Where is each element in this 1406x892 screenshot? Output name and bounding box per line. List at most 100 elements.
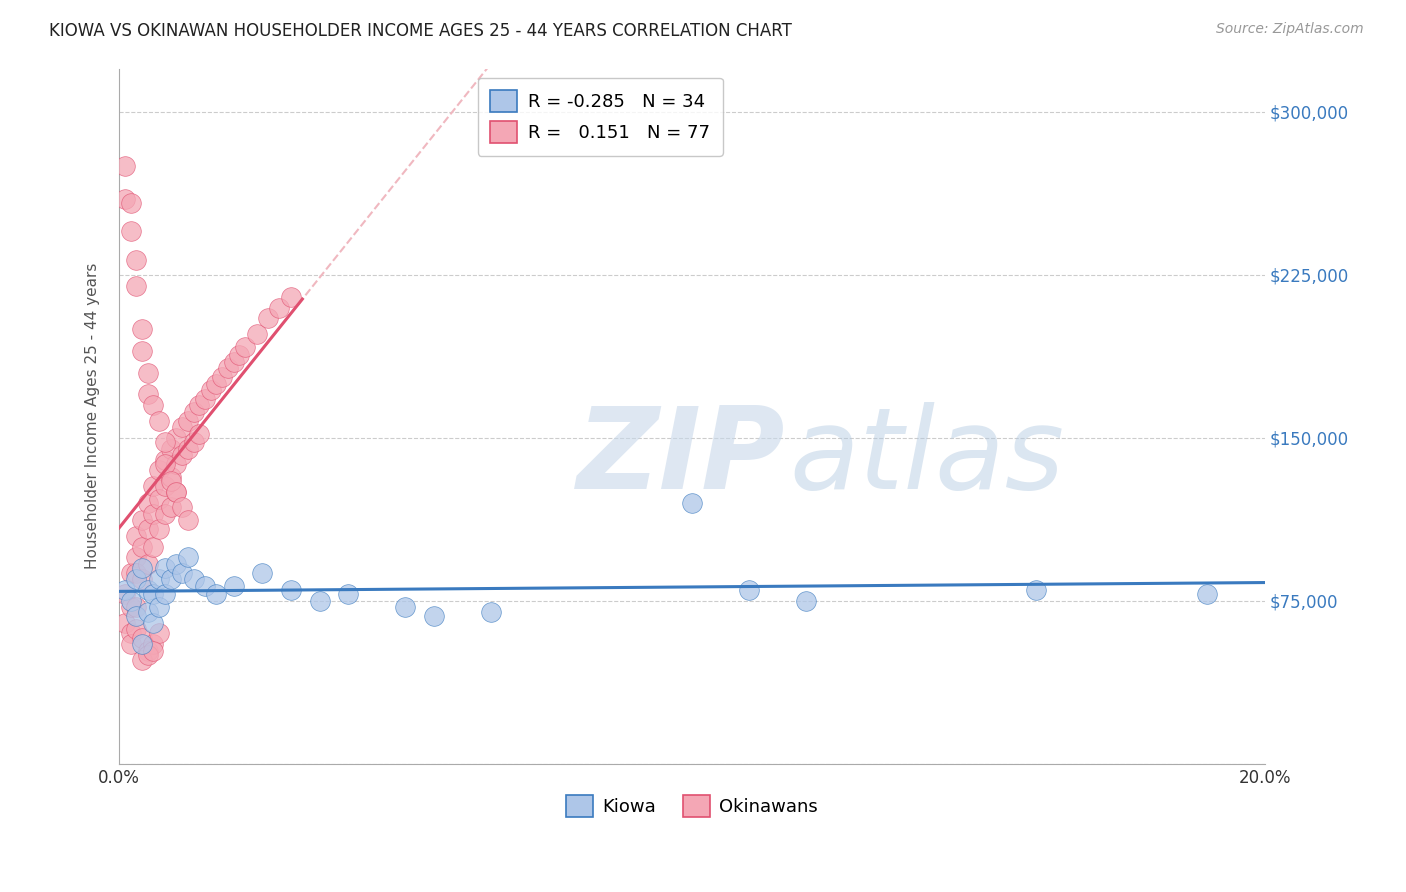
Point (170, 448, 193, 462)
Point (217, 361, 239, 376)
Y-axis label: Householder Income Ages 25 - 44 years: Householder Income Ages 25 - 44 years (86, 263, 100, 569)
Point (148, 413, 170, 427)
Point (159, 572, 181, 586)
Point (148, 491, 170, 506)
Point (153, 507, 176, 521)
Point (245, 326, 267, 341)
Point (269, 301, 291, 315)
Point (142, 587, 165, 601)
Point (165, 457, 187, 471)
Point (125, 529, 148, 543)
Text: Source: ZipAtlas.com: Source: ZipAtlas.com (1216, 22, 1364, 37)
Point (120, 637, 142, 651)
Point (153, 435, 176, 450)
Text: atlas: atlas (789, 402, 1064, 514)
Point (120, 196, 142, 211)
Point (159, 500, 181, 515)
Point (170, 566, 193, 580)
Point (177, 442, 200, 456)
Point (1197, 587, 1219, 601)
Point (114, 582, 136, 597)
Point (142, 540, 165, 554)
Point (159, 475, 181, 489)
Point (131, 572, 153, 586)
Point (114, 587, 136, 601)
Point (165, 431, 187, 445)
Legend: Kiowa, Okinawans: Kiowa, Okinawans (558, 788, 825, 824)
Point (153, 457, 176, 471)
Point (200, 383, 222, 397)
Point (165, 557, 187, 571)
Point (131, 652, 153, 666)
Point (131, 513, 153, 527)
Point (120, 626, 142, 640)
Point (114, 159, 136, 173)
Point (681, 496, 703, 510)
Point (183, 435, 205, 450)
Point (148, 522, 170, 536)
Point (136, 387, 159, 401)
Point (142, 479, 165, 493)
Point (738, 582, 761, 597)
Point (280, 290, 302, 304)
Point (114, 192, 136, 206)
Point (148, 572, 170, 586)
Point (114, 615, 136, 630)
Point (131, 631, 153, 645)
Point (136, 557, 159, 571)
Point (153, 452, 176, 467)
Point (142, 507, 165, 521)
Point (125, 252, 148, 267)
Point (165, 485, 187, 500)
Point (125, 566, 148, 580)
Point (188, 398, 211, 412)
Point (280, 582, 302, 597)
Point (125, 600, 148, 615)
Point (194, 392, 217, 406)
Point (153, 479, 176, 493)
Point (228, 348, 250, 362)
Point (211, 370, 233, 384)
Point (136, 366, 159, 380)
Point (252, 566, 274, 580)
Point (153, 587, 176, 601)
Point (125, 572, 148, 586)
Point (423, 609, 446, 624)
Point (120, 600, 142, 615)
Point (125, 609, 148, 624)
Point (125, 550, 148, 565)
Point (479, 605, 502, 619)
Point (148, 463, 170, 477)
Point (796, 594, 818, 608)
Point (159, 470, 181, 484)
Point (131, 343, 153, 358)
Point (136, 648, 159, 663)
Point (337, 587, 360, 601)
Point (131, 561, 153, 575)
Point (183, 405, 205, 419)
Point (136, 605, 159, 619)
Point (142, 398, 165, 412)
Point (142, 615, 165, 630)
Point (136, 582, 159, 597)
Point (188, 426, 211, 441)
Point (205, 376, 228, 391)
Point (131, 637, 153, 651)
Point (170, 420, 193, 434)
Point (177, 550, 200, 565)
Point (125, 622, 148, 636)
Point (177, 513, 200, 527)
Point (222, 355, 245, 369)
Point (131, 322, 153, 336)
Point (233, 340, 256, 354)
Point (257, 311, 280, 326)
Point (1025, 582, 1047, 597)
Point (194, 579, 217, 593)
Point (120, 594, 142, 608)
Text: ZIP: ZIP (578, 402, 786, 514)
Point (394, 600, 416, 615)
Point (170, 500, 193, 515)
Point (136, 644, 159, 658)
Point (308, 594, 330, 608)
Point (183, 572, 205, 586)
